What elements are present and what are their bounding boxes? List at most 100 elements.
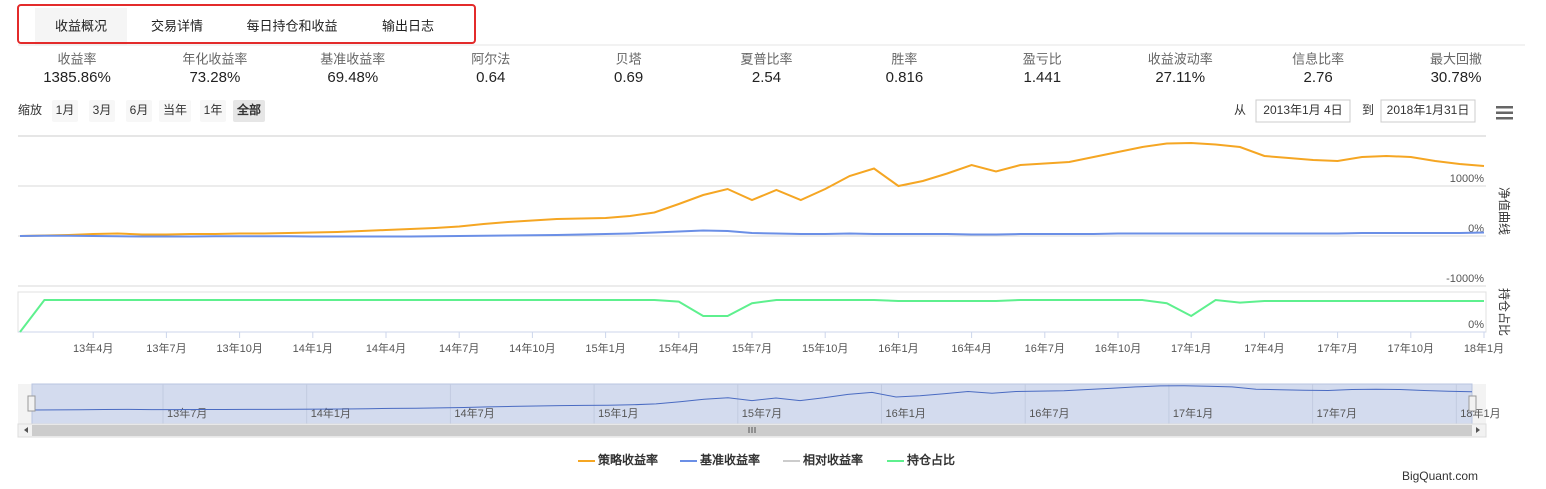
navigator-handle[interactable] <box>27 395 36 412</box>
series-line <box>19 229 1485 238</box>
x-tick-label: 18年1月 <box>1464 341 1504 355</box>
x-tick-label: 13年4月 <box>73 341 113 355</box>
from-label: 从 <box>1234 103 1246 117</box>
tab[interactable]: 每日持仓和收益 <box>246 18 337 33</box>
x-tick-label: 16年1月 <box>878 341 918 355</box>
x-tick-label: 17年10月 <box>1388 341 1434 355</box>
metric-value: 0.69 <box>614 69 643 86</box>
x-tick-label: 13年10月 <box>216 341 262 355</box>
y-tick-label: -1000% <box>1446 273 1484 285</box>
metric-label: 年化收益率 <box>182 51 247 66</box>
x-tick-label: 14年1月 <box>293 341 333 355</box>
active-tab-bg <box>35 8 127 45</box>
metric-value: 2.76 <box>1303 69 1332 86</box>
legend-label[interactable]: 策略收益率 <box>598 452 658 467</box>
metric-label: 夏普比率 <box>740 51 792 66</box>
position-frame <box>17 291 1487 333</box>
zoom-button[interactable] <box>159 100 191 122</box>
navigator-line <box>31 385 1473 411</box>
metric-label: 基准收益率 <box>320 51 385 66</box>
navigator-label: 15年7月 <box>742 406 782 420</box>
metric-label: 最大回撤 <box>1430 51 1482 66</box>
to-date[interactable]: 2018年1月31日 <box>1387 103 1470 117</box>
x-tick-label: 15年7月 <box>732 341 772 355</box>
tab[interactable]: 收益概况 <box>55 18 107 33</box>
metric-value: 0.816 <box>886 69 924 86</box>
menu-bar <box>1496 117 1513 120</box>
x-tick-label: 14年4月 <box>366 341 406 355</box>
metric-value: 30.78% <box>1431 69 1482 86</box>
metric-label: 胜率 <box>891 51 917 66</box>
tab[interactable]: 交易详情 <box>151 18 203 33</box>
legend-label[interactable]: 持仓占比 <box>907 452 955 467</box>
series-line <box>19 298 1484 333</box>
y-tick-label: 1000% <box>1450 173 1484 185</box>
navigator-label: 13年7月 <box>167 406 207 420</box>
legend-label[interactable]: 基准收益率 <box>699 452 760 467</box>
x-tick-label: 15年4月 <box>659 341 699 355</box>
to-label: 到 <box>1362 103 1374 117</box>
x-tick-label: 14年10月 <box>509 341 555 355</box>
zoom-button-label[interactable]: 当年 <box>163 103 187 117</box>
zoom-button[interactable] <box>52 100 78 122</box>
x-tick-label: 16年10月 <box>1095 341 1141 355</box>
zoom-button-label[interactable]: 3月 <box>93 103 112 117</box>
date-input[interactable] <box>1255 99 1351 123</box>
zoom-label: 缩放 <box>18 102 42 117</box>
from-date[interactable]: 2013年1月 4日 <box>1263 103 1342 117</box>
y-axis-title: 持仓占比 <box>1497 288 1512 336</box>
navigator-label: 15年1月 <box>598 406 638 420</box>
metric-label: 收益率 <box>57 51 96 66</box>
navigator-label: 17年7月 <box>1317 406 1357 420</box>
zoom-button-label[interactable]: 全部 <box>236 102 261 117</box>
x-tick-label: 16年4月 <box>951 341 991 355</box>
menu-bar <box>1496 111 1513 114</box>
navigator-label: 14年7月 <box>454 406 494 420</box>
menu-icon[interactable] <box>1496 106 1513 120</box>
zoom-button-label[interactable]: 1年 <box>204 103 223 117</box>
scroll-grip <box>748 427 756 433</box>
metric-value: 1385.86% <box>43 69 111 86</box>
legend-label[interactable]: 相对收益率 <box>803 452 863 467</box>
navigator-label: 18年1月 <box>1460 406 1500 420</box>
navigator-label: 17年1月 <box>1173 406 1213 420</box>
date-input[interactable] <box>1380 99 1476 123</box>
zoom-button[interactable] <box>233 100 265 122</box>
navigator-label: 16年1月 <box>886 406 926 420</box>
x-tick-label: 17年4月 <box>1244 341 1284 355</box>
metric-label: 信息比率 <box>1292 51 1344 66</box>
x-tick-label: 17年7月 <box>1317 341 1357 355</box>
metric-label: 阿尔法 <box>471 51 510 66</box>
x-tick-label: 17年1月 <box>1171 341 1211 355</box>
x-tick-label: 15年10月 <box>802 341 848 355</box>
zoom-button[interactable] <box>89 100 115 122</box>
series-line <box>19 141 1485 237</box>
x-tick-label: 13年7月 <box>146 341 186 355</box>
footer: BigQuant.com <box>1402 469 1478 483</box>
navigator-window[interactable] <box>31 383 1473 425</box>
highlight-box <box>17 4 476 44</box>
zoom-button[interactable] <box>126 100 152 122</box>
y-tick-label: 0% <box>1468 319 1484 331</box>
metric-value: 73.28% <box>189 69 240 86</box>
tab[interactable]: 输出日志 <box>382 18 434 33</box>
metric-label: 贝塔 <box>616 51 642 66</box>
metric-value: 0.64 <box>476 69 505 86</box>
zoom-button[interactable] <box>200 100 226 122</box>
menu-bar <box>1496 106 1513 109</box>
metric-value: 69.48% <box>327 69 378 86</box>
metric-value: 2.54 <box>752 69 781 86</box>
navigator-label: 16年7月 <box>1029 406 1069 420</box>
navigator-handle[interactable] <box>1468 395 1477 412</box>
zoom-button-label[interactable]: 1月 <box>56 103 75 117</box>
x-tick-label: 16年7月 <box>1025 341 1065 355</box>
metric-value: 27.11% <box>1155 69 1205 86</box>
metric-label: 盈亏比 <box>1023 51 1062 66</box>
navigator-label: 14年1月 <box>311 406 351 420</box>
y-axis-title: 净值曲线 <box>1497 187 1512 235</box>
zoom-button-label[interactable]: 6月 <box>130 103 149 117</box>
metric-label: 收益波动率 <box>1148 51 1213 66</box>
metric-value: 1.441 <box>1024 69 1062 86</box>
x-tick-label: 14年7月 <box>439 341 479 355</box>
